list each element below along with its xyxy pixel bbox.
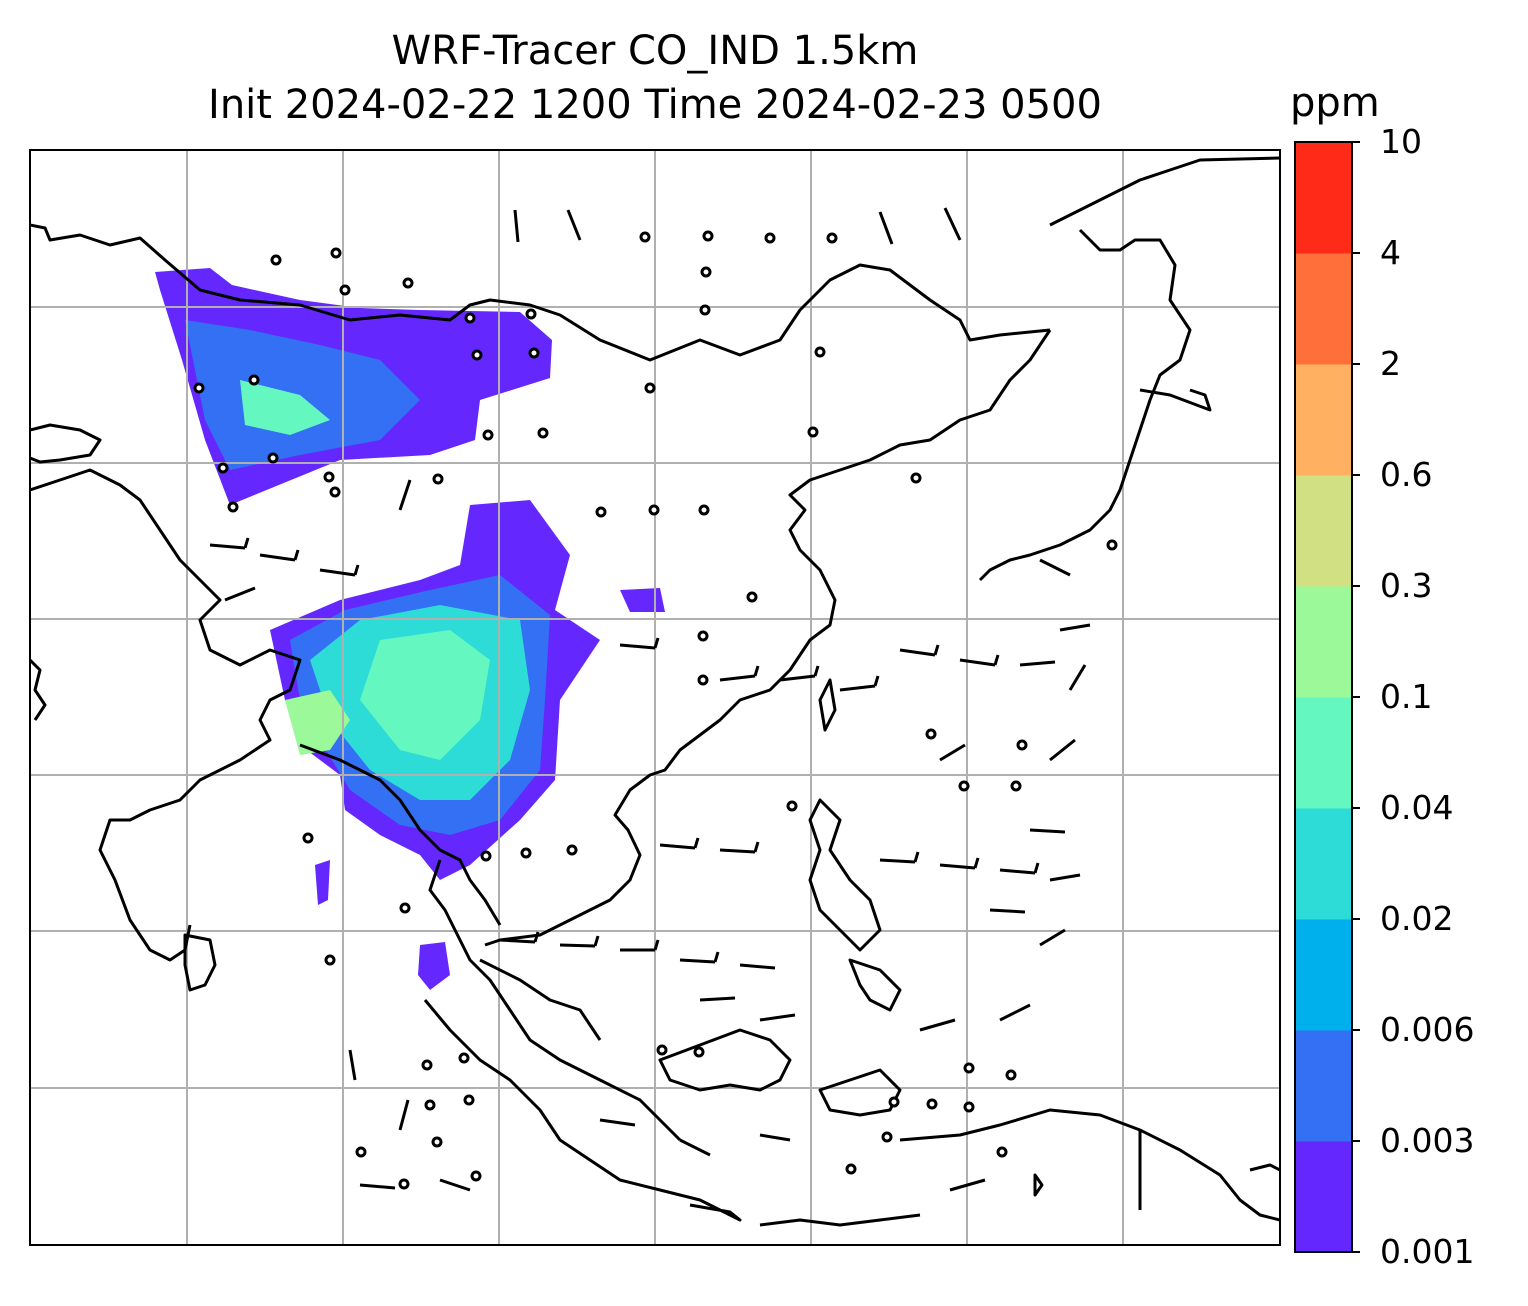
colorbar-tick-label: 2 xyxy=(1380,344,1401,383)
colorbar xyxy=(1295,142,1352,1253)
colorbar-tick-label: 0.001 xyxy=(1380,1232,1475,1271)
plume-south-tail xyxy=(418,942,450,990)
colorbar-band xyxy=(1295,475,1352,587)
calm-wind-circles xyxy=(193,230,1118,1190)
colorbar-tick-label: 0.6 xyxy=(1380,455,1433,494)
coastlines xyxy=(30,156,1280,1227)
colorbar-tick-label: 0.3 xyxy=(1380,566,1433,605)
colorbar-tick-label: 0.006 xyxy=(1380,1010,1475,1049)
colorbar-tick-marks xyxy=(1352,141,1360,1253)
plume-small-east xyxy=(620,588,665,612)
colorbar-band xyxy=(1295,697,1352,809)
colorbar-tick-label: 0.02 xyxy=(1380,899,1454,938)
tracer-plumes xyxy=(155,268,665,990)
map-title-line-2: Init 2024-02-22 1200 Time 2024-02-23 050… xyxy=(208,82,1102,128)
plume-north-india-inner xyxy=(185,320,420,470)
colorbar-band xyxy=(1295,586,1352,698)
colorbar-tick-label: 0.04 xyxy=(1380,788,1454,827)
colorbar-tick-label: 10 xyxy=(1380,122,1422,161)
plume-south-asia-mint xyxy=(360,630,490,760)
colorbar-tick-label: 0.1 xyxy=(1380,677,1433,716)
colorbar-tick-label: 4 xyxy=(1380,233,1401,272)
plume-west-green xyxy=(285,690,350,755)
colorbar-band xyxy=(1295,142,1352,254)
colorbar-tick-label: 0.003 xyxy=(1380,1121,1475,1160)
wind-barbs xyxy=(209,207,1091,1192)
colorbar-band xyxy=(1295,919,1352,1031)
gridlines xyxy=(30,150,1280,1245)
map-title-line-1: WRF-Tracer CO_IND 1.5km xyxy=(391,28,919,74)
colorbar-band xyxy=(1295,253,1352,365)
map-frame xyxy=(29,149,1281,1246)
colorbar-band xyxy=(1295,364,1352,476)
colorbar-band xyxy=(1295,808,1352,920)
colorbar-units-label: ppm xyxy=(1290,80,1380,126)
plume-north-india-core xyxy=(240,380,330,435)
colorbar-band xyxy=(1295,1141,1352,1253)
colorbar-band xyxy=(1295,1030,1352,1142)
plume-small-sw xyxy=(315,860,330,905)
